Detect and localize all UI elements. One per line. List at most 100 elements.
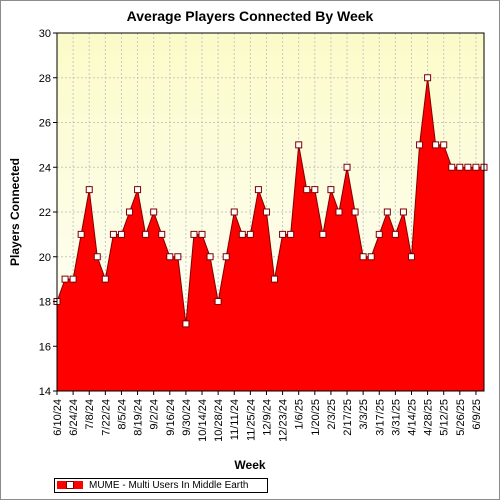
x-tick-label: 12/9/24 bbox=[261, 399, 273, 436]
data-point bbox=[456, 163, 464, 171]
x-tick-label: 2/17/25 bbox=[342, 399, 354, 436]
data-point bbox=[198, 230, 206, 238]
data-point bbox=[134, 186, 142, 194]
x-tick-label: 4/28/25 bbox=[423, 399, 435, 436]
x-tick-label: 6/9/25 bbox=[471, 399, 483, 430]
area-series-layer bbox=[56, 77, 484, 391]
data-point bbox=[359, 253, 367, 261]
y-tick-label: 26 bbox=[39, 118, 51, 130]
x-tick-label: 12/23/24 bbox=[278, 399, 290, 442]
data-point bbox=[109, 230, 117, 238]
x-tick-label: 3/17/25 bbox=[374, 399, 386, 436]
data-point bbox=[190, 230, 198, 238]
series-line bbox=[56, 77, 484, 324]
data-point bbox=[117, 230, 125, 238]
data-point bbox=[287, 230, 295, 238]
data-point bbox=[448, 163, 456, 171]
x-tick-label: 7/22/24 bbox=[100, 399, 112, 436]
data-point bbox=[101, 275, 109, 283]
x-tick-label: 3/3/25 bbox=[358, 399, 370, 430]
y-tick-label: 30 bbox=[39, 28, 51, 40]
legend: MUME - Multi Users In Middle Earth bbox=[54, 478, 268, 493]
data-point bbox=[303, 186, 311, 194]
data-point bbox=[166, 253, 174, 261]
x-axis-label: Week bbox=[234, 458, 266, 472]
data-point bbox=[424, 74, 432, 82]
y-tick-label: 14 bbox=[39, 386, 51, 398]
data-point bbox=[174, 253, 182, 261]
x-tick-label: 3/31/25 bbox=[390, 399, 402, 436]
x-tick-label: 2/3/25 bbox=[326, 399, 338, 430]
data-point bbox=[246, 230, 254, 238]
data-point bbox=[238, 230, 246, 238]
x-tick-label: 8/5/24 bbox=[116, 399, 128, 430]
data-point bbox=[367, 253, 375, 261]
data-point bbox=[206, 253, 214, 261]
x-tick-label: 6/24/24 bbox=[68, 399, 80, 436]
x-tick-label: 9/2/24 bbox=[149, 399, 161, 430]
data-point bbox=[319, 230, 327, 238]
data-point bbox=[335, 208, 343, 216]
data-point bbox=[230, 208, 238, 216]
x-tick-label: 9/30/24 bbox=[181, 399, 193, 436]
marker-layer bbox=[53, 74, 488, 328]
data-point bbox=[271, 275, 279, 283]
x-tick-label: 7/8/24 bbox=[84, 399, 96, 430]
data-point bbox=[327, 186, 335, 194]
data-point bbox=[295, 141, 303, 149]
data-point bbox=[85, 186, 93, 194]
x-tick-label: 4/14/25 bbox=[406, 399, 418, 436]
data-point bbox=[464, 163, 472, 171]
data-point bbox=[142, 230, 150, 238]
series-area bbox=[57, 77, 484, 391]
x-tick-label: 1/6/25 bbox=[294, 399, 306, 430]
data-point bbox=[407, 253, 415, 261]
y-tick-label: 24 bbox=[39, 162, 51, 174]
data-point bbox=[432, 141, 440, 149]
x-tick-label: 1/20/25 bbox=[310, 399, 322, 436]
x-tick-layer: 6/10/24 6/24/24 7/8/24 7/22/24 8/5/24 8/19/24… bbox=[52, 391, 483, 442]
data-point bbox=[69, 275, 77, 283]
data-point bbox=[93, 253, 101, 261]
chart-title: Average Players Connected By Week bbox=[126, 8, 374, 24]
x-tick-label: 11/11/24 bbox=[229, 399, 241, 440]
y-tick-label: 22 bbox=[39, 207, 51, 219]
data-point bbox=[375, 230, 383, 238]
data-point bbox=[351, 208, 359, 216]
data-point bbox=[150, 208, 158, 216]
data-point bbox=[279, 230, 287, 238]
data-point bbox=[343, 163, 351, 171]
x-tick-label: 5/26/25 bbox=[455, 399, 467, 436]
x-tick-label: 10/28/24 bbox=[213, 399, 225, 442]
data-point bbox=[126, 208, 134, 216]
data-point bbox=[416, 141, 424, 149]
data-point bbox=[311, 186, 319, 194]
y-tick-label: 18 bbox=[39, 297, 51, 309]
x-tick-label: 10/14/24 bbox=[197, 399, 209, 442]
legend-swatch bbox=[57, 481, 83, 489]
data-point bbox=[222, 253, 230, 261]
data-point bbox=[254, 186, 262, 194]
y-tick-label: 20 bbox=[39, 252, 51, 264]
x-tick-label: 6/10/24 bbox=[52, 399, 64, 436]
data-point bbox=[77, 230, 85, 238]
x-tick-label: 8/19/24 bbox=[133, 399, 145, 436]
data-point bbox=[158, 230, 166, 238]
data-point bbox=[399, 208, 407, 216]
data-point bbox=[383, 208, 391, 216]
x-tick-label: 11/25/24 bbox=[245, 399, 257, 441]
x-tick-label: 9/16/24 bbox=[165, 399, 177, 436]
legend-label: MUME - Multi Users In Middle Earth bbox=[89, 480, 249, 491]
data-point bbox=[262, 208, 270, 216]
data-point bbox=[472, 163, 480, 171]
y-tick-layer: 14 16 18 20 22 24 26 28 30 bbox=[39, 28, 57, 398]
data-point bbox=[214, 298, 222, 305]
legend-marker bbox=[66, 481, 74, 489]
data-point bbox=[182, 320, 190, 328]
data-point bbox=[391, 230, 399, 238]
y-tick-label: 16 bbox=[39, 341, 51, 353]
data-point bbox=[440, 141, 448, 149]
data-point bbox=[61, 275, 69, 283]
y-tick-label: 28 bbox=[39, 73, 51, 85]
